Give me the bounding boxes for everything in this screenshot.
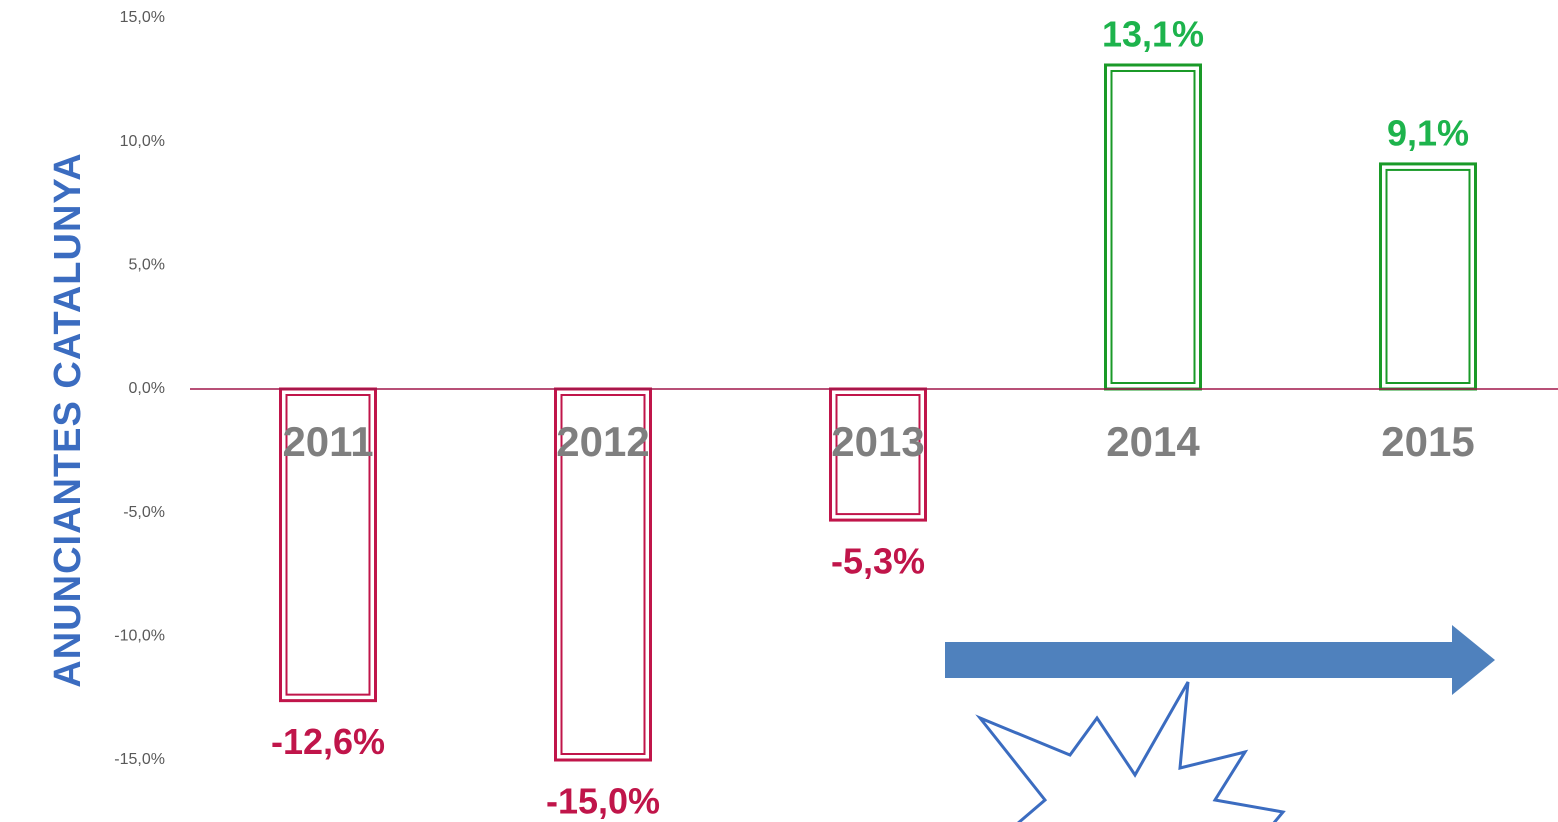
data-label: 9,1% — [1387, 112, 1469, 153]
y-tick-label: -5,0% — [123, 504, 165, 521]
bar-inner-outline — [1385, 168, 1471, 384]
bar-inner-outline — [560, 394, 646, 755]
bar-inner-outline — [285, 394, 371, 696]
x-tick-label: 2013 — [831, 418, 924, 465]
x-tick-label: 2015 — [1381, 418, 1474, 465]
data-label: -5,3% — [831, 541, 925, 582]
bar — [1104, 63, 1202, 391]
y-tick-label: -10,0% — [114, 628, 165, 645]
y-axis-title: ANUNCIANTES CATALUNYA — [47, 152, 89, 687]
bar-inner-outline — [835, 394, 921, 516]
data-label: -12,6% — [271, 721, 385, 762]
y-tick-label: 15,0% — [120, 9, 165, 26]
y-tick-label: 0,0% — [129, 380, 165, 397]
data-label: 13,1% — [1102, 14, 1204, 55]
x-tick-label: 2014 — [1106, 418, 1200, 465]
y-tick-label: 5,0% — [129, 257, 165, 274]
bar-inner-outline — [1110, 69, 1196, 384]
y-tick-label: 10,0% — [120, 133, 165, 150]
data-label: -15,0% — [546, 781, 660, 822]
trend-arrow — [945, 625, 1495, 695]
starburst — [975, 681, 1286, 822]
x-tick-label: 2012 — [556, 418, 649, 465]
y-tick-label: -15,0% — [114, 751, 165, 768]
x-tick-label: 2011 — [282, 418, 373, 465]
bar — [1379, 162, 1477, 391]
